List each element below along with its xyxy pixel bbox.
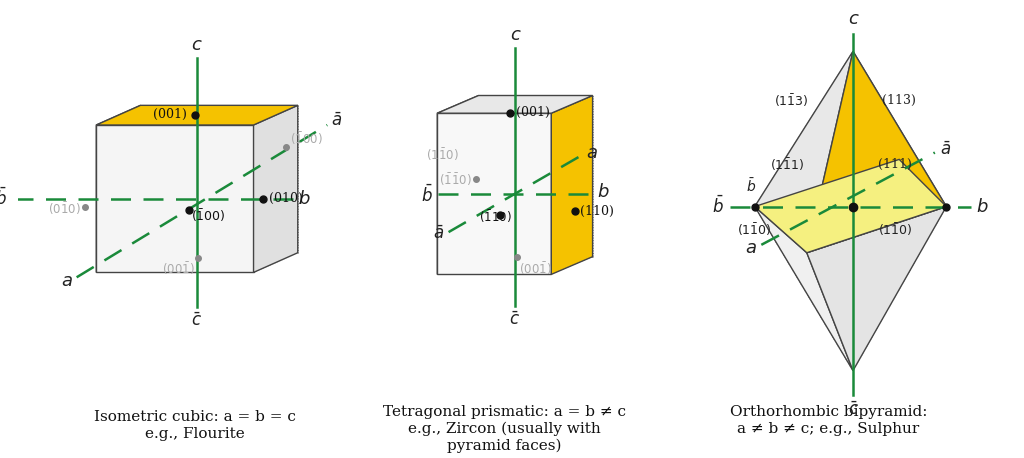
Text: b: b [299, 190, 310, 207]
Text: $(00\bar{1})$: $(00\bar{1})$ [519, 261, 552, 277]
Polygon shape [807, 207, 946, 371]
Text: $(1\bar{1}3)$: $(1\bar{1}3)$ [774, 92, 808, 109]
Text: $(00\bar{1})$: $(00\bar{1})$ [162, 261, 195, 277]
Polygon shape [853, 51, 946, 207]
Polygon shape [755, 51, 853, 253]
Text: $\bar{b}$: $\bar{b}$ [745, 177, 756, 195]
Text: e.g., Zircon (usually with: e.g., Zircon (usually with [408, 422, 600, 436]
Text: $(1\bar{1}1)$: $(1\bar{1}1)$ [770, 156, 805, 173]
Polygon shape [96, 253, 298, 273]
Text: a: a [745, 239, 757, 257]
Text: $(1\bar{1}0)$: $(1\bar{1}0)$ [737, 222, 771, 239]
Polygon shape [96, 125, 254, 273]
Text: $(\bar{1}10)$: $(\bar{1}10)$ [479, 209, 512, 225]
Polygon shape [254, 105, 298, 273]
Text: $\bar{c}$: $\bar{c}$ [510, 311, 520, 329]
Polygon shape [551, 96, 593, 274]
Text: $\bar{c}$: $\bar{c}$ [848, 401, 858, 419]
Text: $(\bar{1}00)$: $(\bar{1}00)$ [190, 208, 225, 224]
Polygon shape [755, 207, 853, 371]
Text: Isometric cubic: a = b = c: Isometric cubic: a = b = c [93, 410, 296, 424]
Text: $\bar{a}$: $\bar{a}$ [331, 112, 342, 130]
Polygon shape [755, 159, 946, 253]
Text: (111): (111) [879, 158, 912, 171]
Text: (001): (001) [516, 106, 550, 119]
Polygon shape [96, 105, 140, 273]
Text: $(1\bar{1}0)$: $(1\bar{1}0)$ [426, 146, 459, 163]
Text: $(\bar{1}\bar{1}0)$: $(\bar{1}\bar{1}0)$ [439, 172, 472, 188]
Text: c: c [191, 36, 202, 54]
Text: $(1\bar{1}0)$: $(1\bar{1}0)$ [878, 222, 912, 239]
Polygon shape [478, 96, 593, 256]
Polygon shape [437, 256, 593, 274]
Polygon shape [437, 96, 478, 274]
Text: (001): (001) [153, 108, 186, 120]
Text: (110): (110) [580, 205, 613, 218]
Text: Tetragonal prismatic: a = b ≠ c: Tetragonal prismatic: a = b ≠ c [383, 405, 626, 419]
Text: (010): (010) [269, 192, 303, 205]
Text: c: c [510, 27, 520, 44]
Polygon shape [755, 51, 899, 207]
Text: (113): (113) [883, 94, 916, 107]
Polygon shape [437, 96, 593, 113]
Text: b: b [977, 197, 988, 216]
Text: $\bar{a}$: $\bar{a}$ [940, 141, 951, 158]
Text: Orthorhombic bipyramid:: Orthorhombic bipyramid: [730, 405, 927, 419]
Text: a: a [61, 272, 73, 290]
Polygon shape [437, 113, 551, 274]
Polygon shape [140, 105, 298, 253]
Text: pyramid faces): pyramid faces) [446, 438, 561, 453]
Polygon shape [96, 105, 298, 125]
Text: $\bar{c}$: $\bar{c}$ [191, 312, 202, 330]
Text: e.g., Flourite: e.g., Flourite [144, 427, 245, 441]
Text: a: a [586, 144, 597, 163]
Text: c: c [848, 10, 858, 27]
Text: $(0\bar{1}0)$: $(0\bar{1}0)$ [48, 200, 81, 217]
Text: $\bar{b}$: $\bar{b}$ [421, 185, 432, 207]
Polygon shape [853, 159, 946, 371]
Text: $\bar{a}$: $\bar{a}$ [432, 225, 443, 243]
Text: b: b [597, 183, 609, 201]
Polygon shape [807, 51, 946, 253]
Text: a ≠ b ≠ c; e.g., Sulphur: a ≠ b ≠ c; e.g., Sulphur [737, 422, 920, 436]
Polygon shape [755, 159, 899, 371]
Text: $(\bar{1}00)$: $(\bar{1}00)$ [290, 131, 323, 147]
Text: $\bar{b}$: $\bar{b}$ [0, 188, 7, 209]
Text: $\bar{b}$: $\bar{b}$ [713, 196, 724, 217]
